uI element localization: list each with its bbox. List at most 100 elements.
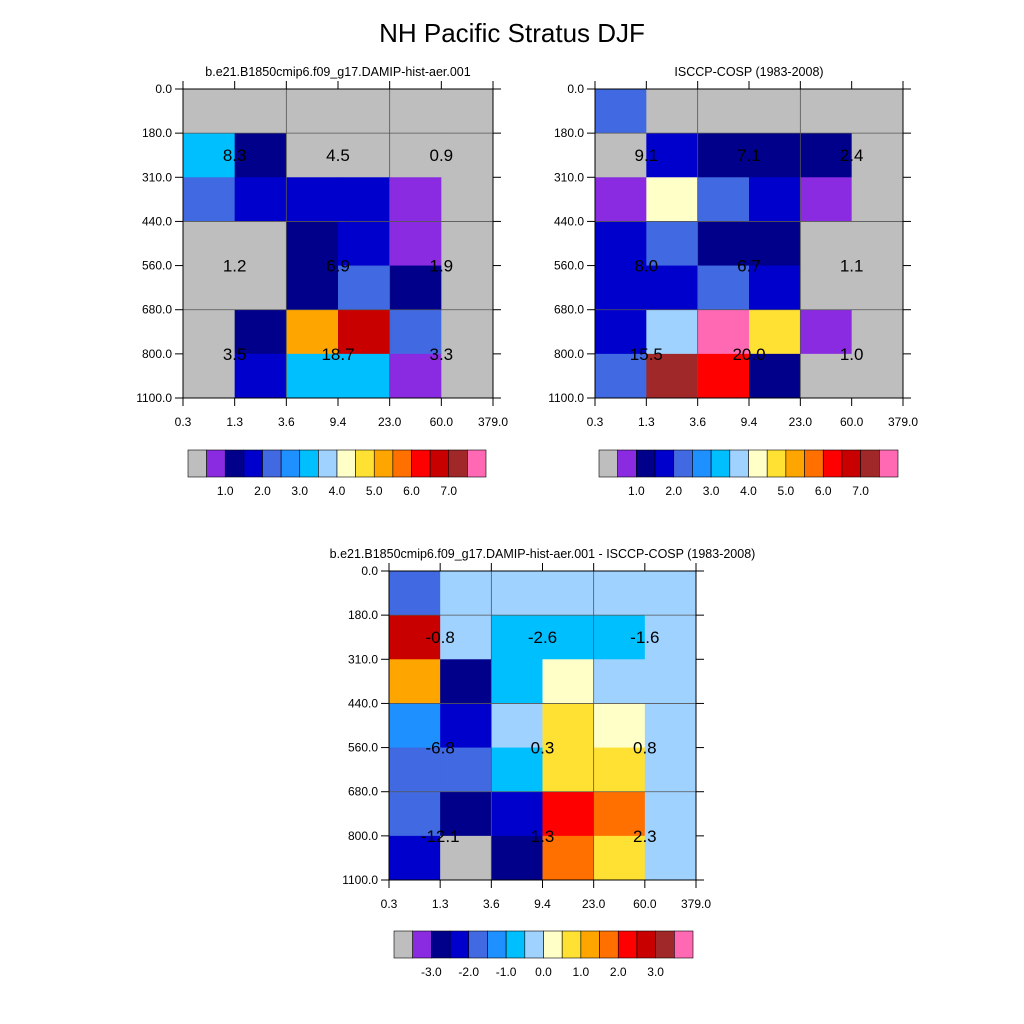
- heatmap-cell: [851, 309, 904, 355]
- x-tick-label: 60.0: [430, 415, 454, 429]
- heatmap-cell: [542, 571, 595, 616]
- colorbar-swatch: [617, 930, 638, 959]
- heatmap-cell: [749, 265, 801, 311]
- colorbar-swatch: [429, 449, 450, 478]
- heatmap-cell: [491, 791, 543, 837]
- heatmap-cell: [697, 353, 750, 399]
- colorbar-swatch: [412, 930, 432, 959]
- heatmap-cell: [542, 835, 595, 881]
- y-tick-label: 800.0: [142, 347, 172, 361]
- colorbar-label: 3.0: [647, 965, 664, 979]
- heatmap-cell: [595, 133, 647, 178]
- heatmap-cell: [389, 309, 442, 355]
- heatmap-cell: [338, 89, 391, 134]
- colorbar-swatch: [262, 449, 282, 478]
- heatmap-cell: [440, 615, 492, 660]
- heatmap-cell: [286, 309, 339, 355]
- cell-annotation: -2.6: [528, 628, 557, 647]
- y-tick-label: 440.0: [554, 214, 584, 228]
- colorbar-label: 4.0: [329, 484, 346, 498]
- cell-annotation: 20.0: [732, 345, 765, 364]
- colorbar-swatch: [187, 449, 207, 478]
- heatmap-cell: [286, 353, 339, 399]
- heatmap-cell: [491, 747, 543, 793]
- cell-annotation: -6.8: [426, 739, 455, 758]
- cell-annotation: 1.0: [840, 345, 864, 364]
- heatmap-cell: [542, 747, 595, 793]
- heatmap-cell: [286, 89, 339, 134]
- cell-annotation: 15.5: [630, 345, 663, 364]
- colorbar: 1.0 2.0 3.0 4.0 5.0 6.0 7.0: [598, 449, 899, 498]
- x-tick-label: 0.3: [175, 415, 192, 429]
- cell-annotation: 7.1: [737, 146, 761, 165]
- y-tick-label: 0.0: [567, 82, 584, 96]
- x-tick-label: 9.4: [534, 897, 551, 911]
- x-tick-label: 379.0: [888, 415, 918, 429]
- cell-annotation: 4.5: [326, 146, 350, 165]
- heatmap-cell: [595, 265, 647, 311]
- y-tick-label: 180.0: [142, 126, 172, 140]
- colorbar-swatch: [299, 449, 319, 478]
- cell-annotation: 2.4: [840, 146, 864, 165]
- heatmap-cell: [491, 659, 543, 704]
- heatmap-cell: [800, 221, 853, 267]
- heatmap-cell: [851, 265, 904, 311]
- heatmap-cell: [749, 89, 801, 134]
- y-tick-label: 680.0: [142, 303, 172, 317]
- figure-title: NH Pacific Stratus DJF: [379, 18, 645, 48]
- colorbar-swatch: [206, 449, 226, 478]
- heatmap-cell: [851, 177, 904, 222]
- heatmap-panel-3: b.e21.B1850cmip6.f09_g17.DAMIP-hist-aer.…: [330, 547, 756, 979]
- colorbar-swatch: [355, 449, 375, 478]
- heatmap-cell: [646, 177, 699, 222]
- heatmap-cell: [593, 615, 646, 660]
- x-tick-label: 379.0: [478, 415, 508, 429]
- x-tick-label: 60.0: [633, 897, 657, 911]
- colorbar-label: -1.0: [496, 965, 517, 979]
- y-tick-label: 310.0: [554, 170, 584, 184]
- heatmap-cell: [851, 133, 904, 178]
- heatmap-cell: [644, 571, 697, 616]
- heatmap-cell: [800, 133, 853, 178]
- heatmap-cell: [697, 133, 750, 178]
- heatmap-cell: [800, 265, 853, 311]
- heatmap-cell: [440, 747, 492, 793]
- heatmap-cell: [593, 747, 646, 793]
- colorbar-swatch: [467, 449, 487, 478]
- heatmap-cell: [851, 89, 904, 134]
- heatmap-cell: [338, 221, 391, 267]
- colorbar-swatch: [411, 449, 431, 478]
- colorbar-swatch: [243, 449, 263, 478]
- colorbar-label: 2.0: [610, 965, 627, 979]
- cell-annotation: 9.1: [635, 146, 659, 165]
- heatmap-cell: [389, 89, 442, 134]
- colorbar-label: 5.0: [366, 484, 383, 498]
- cell-annotation: 3.5: [223, 345, 247, 364]
- colorbar-swatch: [393, 930, 413, 959]
- y-tick-label: 1100.0: [136, 391, 172, 405]
- colorbar-swatch: [636, 930, 656, 959]
- heatmap-cell: [595, 177, 647, 222]
- heatmap-cell: [441, 177, 494, 222]
- y-tick-label: 560.0: [348, 741, 378, 755]
- heatmap-cell: [183, 177, 236, 222]
- x-tick-label: 0.3: [587, 415, 604, 429]
- cell-annotation: 18.7: [321, 345, 354, 364]
- heatmap-cell: [234, 221, 287, 267]
- cell-annotation: -0.8: [426, 628, 455, 647]
- heatmap-cell: [234, 133, 287, 178]
- colorbar-swatch: [729, 449, 749, 478]
- colorbar-swatch: [785, 449, 805, 478]
- colorbar-label: 6.0: [815, 484, 832, 498]
- heatmap-cell: [234, 309, 287, 355]
- heatmap-cell: [389, 571, 441, 616]
- heatmap-cell: [234, 353, 287, 399]
- y-tick-label: 440.0: [142, 214, 172, 228]
- heatmap-cell: [749, 353, 801, 399]
- heatmap-cell: [749, 309, 801, 355]
- colorbar-swatch: [448, 449, 468, 478]
- colorbar-swatch: [561, 930, 582, 959]
- heatmap-cell: [234, 177, 287, 222]
- cell-annotation: 0.3: [531, 739, 555, 758]
